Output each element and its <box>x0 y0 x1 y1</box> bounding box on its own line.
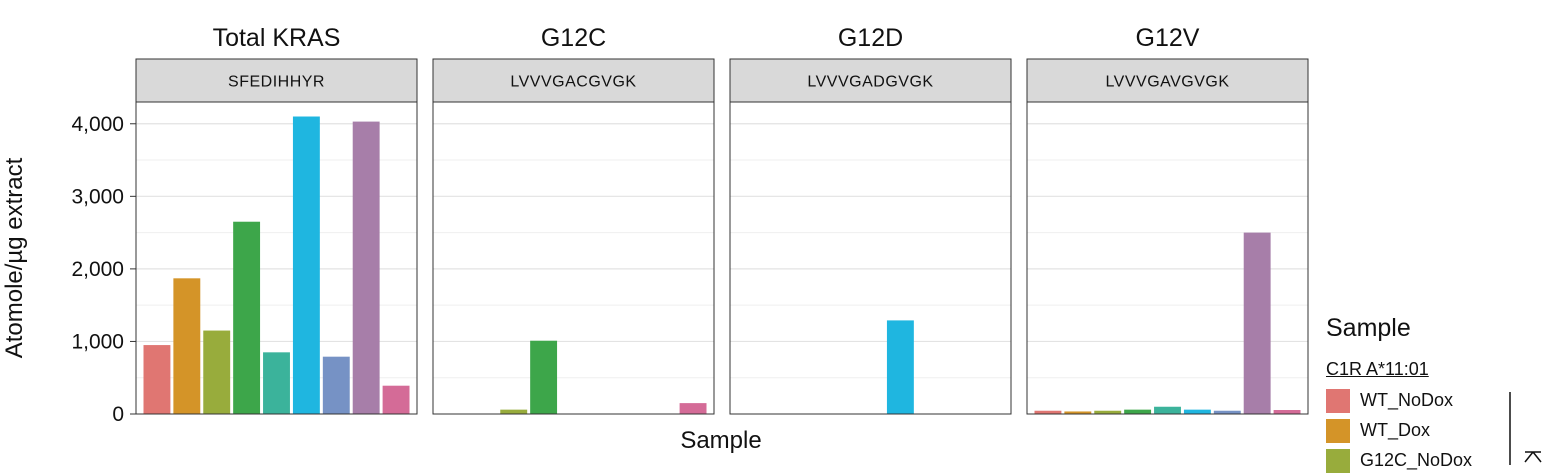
bar <box>233 221 261 414</box>
legend-item: G12C_NoDox <box>1326 446 1526 475</box>
bar <box>382 385 410 414</box>
panel-title: G12C <box>541 24 606 52</box>
legend-item: WT_NoDox <box>1326 386 1526 415</box>
legend-items: WT_NoDox WT_Dox G12C_NoDox <box>1326 386 1526 475</box>
bar <box>679 403 707 414</box>
panel-strip <box>729 58 1012 103</box>
panel-plot-area <box>730 102 1011 414</box>
panel-border <box>432 101 715 415</box>
panel-1: Total KRAS SFEDIHHYR <box>135 24 418 415</box>
y-axis-label: Atomole/µg extract <box>1 157 28 358</box>
bar <box>530 340 558 414</box>
bar <box>292 116 320 414</box>
side-label-fragment <box>1524 451 1542 463</box>
panel-2: G12C LVVVGACGVGK <box>432 24 715 415</box>
legend-item: WT_Dox <box>1326 416 1526 445</box>
bar <box>1154 406 1181 414</box>
x-axis-label: Sample <box>680 427 761 454</box>
bar <box>173 278 201 414</box>
bar <box>1124 409 1152 414</box>
panel-border <box>1026 101 1309 415</box>
bar <box>1243 232 1271 414</box>
panel-plot-area <box>433 102 714 414</box>
bar <box>1094 410 1122 414</box>
panel-4: G12V LVVVGAVGVGK <box>1026 24 1309 415</box>
panel-border <box>135 101 418 415</box>
bar <box>263 352 290 414</box>
faceted-bar-chart: Total KRAS SFEDIHHYR G12C LVVVGACGVGK G12D LV… <box>1 24 1542 465</box>
bar <box>1064 411 1092 414</box>
y-tick-label: 4,000 <box>71 113 124 136</box>
bar <box>1183 409 1211 414</box>
panel-border <box>729 101 1012 415</box>
legend-subtitle: C1R A*11:01 <box>1326 359 1429 379</box>
legend-label: G12C_NoDox <box>1360 450 1473 470</box>
panel-title: G12V <box>1136 24 1200 52</box>
panels: Total KRAS SFEDIHHYR G12C LVVVGACGVGK G12D LV… <box>135 24 1309 415</box>
y-tick-label: 0 <box>112 403 124 426</box>
legend-swatch <box>1326 418 1350 443</box>
legend-label: WT_Dox <box>1360 420 1431 440</box>
legend-swatch <box>1326 388 1350 413</box>
legend-title: Sample <box>1326 314 1411 342</box>
bar <box>1034 410 1062 414</box>
panel-strip <box>135 58 418 103</box>
panel-strip <box>1026 58 1309 103</box>
y-tick-label: 2,000 <box>71 258 124 281</box>
bar <box>352 121 380 414</box>
bar <box>203 330 231 414</box>
legend-label: WT_NoDox <box>1360 390 1454 410</box>
y-tick-label: 3,000 <box>71 185 124 208</box>
bar <box>1213 410 1241 414</box>
bar <box>1273 410 1301 414</box>
panel-3: G12D LVVVGADGVGK <box>729 24 1012 415</box>
bar <box>322 356 350 414</box>
panel-strip-label: SFEDIHHYR <box>228 74 325 91</box>
bar <box>500 409 528 414</box>
panel-strip-label: LVVVGADGVGK <box>807 74 933 91</box>
panel-strip-label: LVVVGAVGVGK <box>1105 74 1229 91</box>
panel-title: Total KRAS <box>213 24 341 52</box>
y-tick-label: 1,000 <box>71 330 124 353</box>
legend: Sample C1R A*11:01 WT_NoDox WT_Dox G12C_No… <box>1326 314 1526 475</box>
y-axis: 0 1,000 2,000 3,000 4,000 <box>71 113 136 426</box>
panel-strip <box>432 58 715 103</box>
legend-swatch <box>1326 448 1350 473</box>
bar <box>886 320 914 414</box>
panel-title: G12D <box>838 24 903 52</box>
bar <box>143 345 171 414</box>
panel-strip-label: LVVVGACGVGK <box>510 74 636 91</box>
